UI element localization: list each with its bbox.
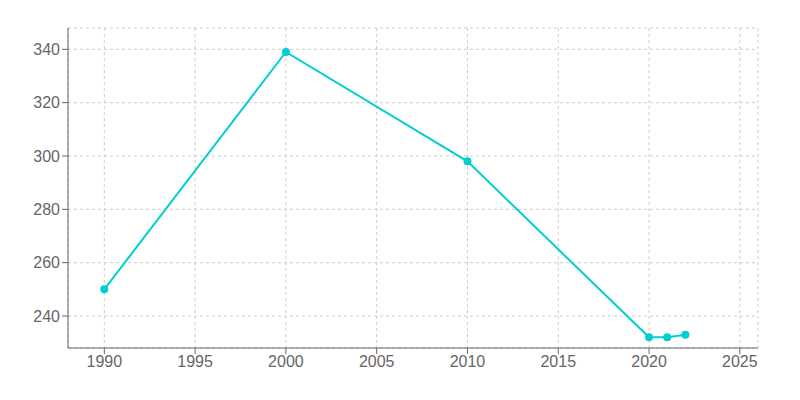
svg-text:340: 340 <box>33 41 60 58</box>
svg-text:240: 240 <box>33 308 60 325</box>
svg-text:280: 280 <box>33 201 60 218</box>
svg-text:2015: 2015 <box>540 353 576 370</box>
svg-text:2010: 2010 <box>450 353 486 370</box>
svg-text:2020: 2020 <box>631 353 667 370</box>
svg-text:2005: 2005 <box>359 353 395 370</box>
svg-text:1990: 1990 <box>87 353 123 370</box>
svg-text:2000: 2000 <box>268 353 304 370</box>
svg-text:320: 320 <box>33 94 60 111</box>
svg-text:260: 260 <box>33 254 60 271</box>
svg-text:300: 300 <box>33 148 60 165</box>
svg-text:1995: 1995 <box>177 353 213 370</box>
svg-text:2025: 2025 <box>722 353 758 370</box>
